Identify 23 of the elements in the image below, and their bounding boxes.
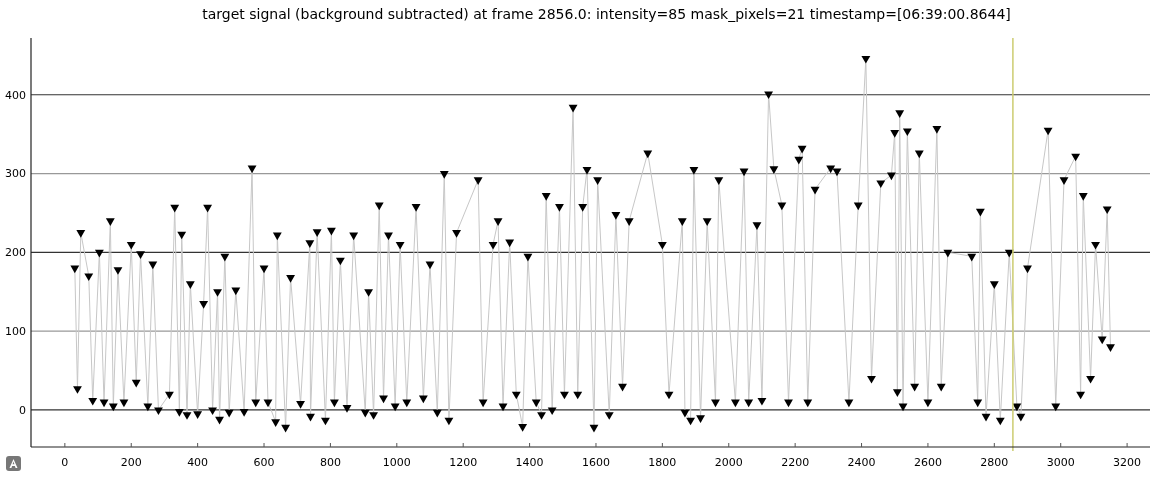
x-tick-label: 1000 (382, 456, 411, 469)
x-tick-label: 2200 (781, 456, 810, 469)
y-tick-label: 300 (5, 167, 26, 181)
y-tick-label: 100 (5, 325, 26, 339)
x-tick-label: 1200 (449, 456, 478, 469)
x-tick-label: 400 (187, 456, 209, 469)
x-tick-label: 1400 (515, 456, 544, 469)
x-tick-label: 1800 (648, 456, 677, 469)
x-tick-label: 800 (319, 456, 341, 469)
chart-title: target signal (background subtracted) at frame 2856.0: intensity=85 mask_pixels=21 timestamp=[06:39:00.8644] (202, 6, 1011, 22)
x-tick-label: 3000 (1046, 456, 1075, 469)
x-tick-label: 600 (253, 456, 275, 469)
y-tick-label: 200 (5, 246, 26, 260)
y-tick-label: 400 (5, 88, 26, 102)
x-tick-label: 2400 (847, 456, 876, 469)
x-tick-label: 0 (61, 456, 69, 469)
x-tick-label: 2800 (980, 456, 1009, 469)
x-tick-label: 3200 (1113, 456, 1142, 469)
x-tick-label: 2000 (714, 456, 743, 469)
x-tick-label: 2600 (913, 456, 942, 469)
x-tick-label: 200 (120, 456, 142, 469)
x-tick-label: 1600 (581, 456, 610, 469)
y-tick-label: 0 (19, 403, 26, 417)
